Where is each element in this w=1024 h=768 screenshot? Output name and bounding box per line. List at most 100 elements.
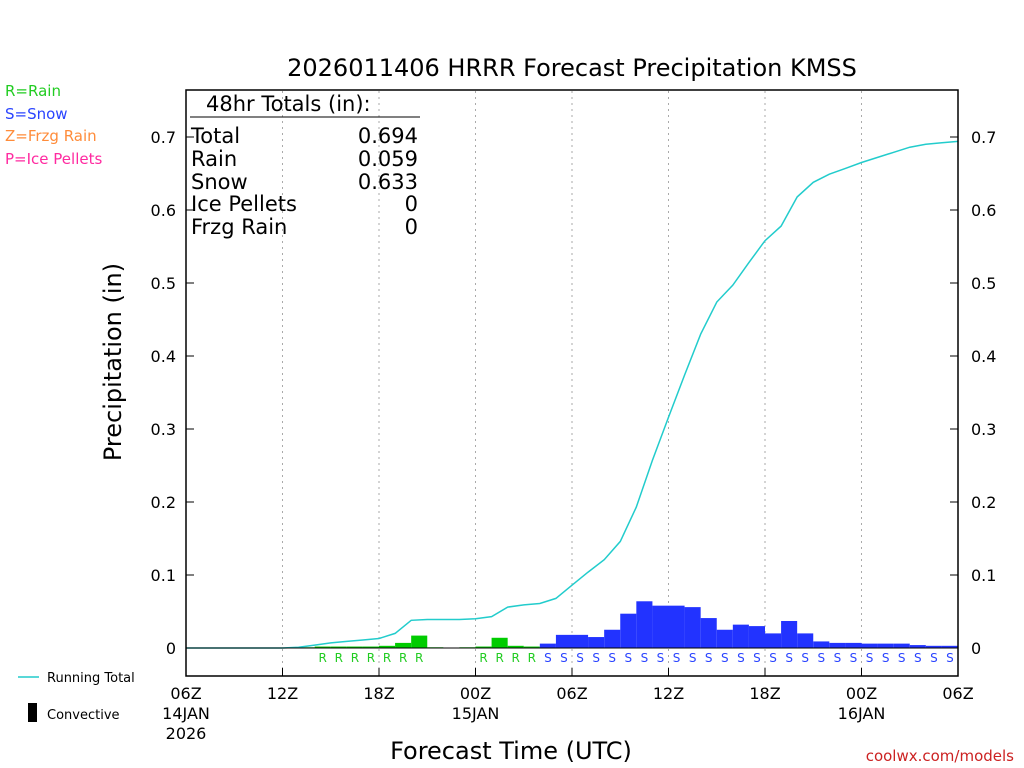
plot-frame [185, 89, 959, 677]
bar [362, 646, 379, 648]
bar [716, 629, 733, 648]
chart-title: 2026011406 HRRR Forecast Precipitation K… [287, 54, 857, 82]
ptype-letter: S [898, 651, 906, 665]
bar [314, 646, 331, 648]
ptype-letter: S [576, 651, 584, 665]
legend-snow: S=Snow [5, 105, 68, 123]
y-tick-label-right: 0.5 [971, 274, 996, 293]
bar [797, 633, 814, 648]
y-tick-label: 0.3 [151, 420, 176, 439]
y-axis: 0 00.1 0.10.2 0.20.3 0.30.4 0.40.5 0.50.6 0.60.… [151, 128, 997, 658]
bar [330, 646, 347, 648]
totals-value-rain: 0.059 [358, 147, 418, 171]
ptype-letter: S [608, 651, 616, 665]
y-tick-label: 0.7 [151, 128, 176, 147]
bar [893, 643, 910, 648]
bar [652, 605, 669, 648]
y-tick-label-right: 0.4 [971, 347, 996, 366]
totals-value-ice-pellets: 0 [405, 192, 418, 216]
totals-header: 48hr Totals (in): [206, 92, 371, 116]
ptype-letter: S [834, 651, 842, 665]
bar [765, 633, 782, 648]
hourly-bars [298, 601, 958, 648]
x-tick-label: 12Z [267, 684, 298, 703]
bar [395, 642, 412, 648]
ptype-letter: S [657, 651, 665, 665]
x-tick-label: 12Z [653, 684, 684, 703]
ptype-letter: S [914, 651, 922, 665]
bar [572, 634, 589, 648]
bar [346, 646, 363, 648]
ptype-letter: S [866, 651, 874, 665]
ptype-letter: R [495, 651, 503, 665]
ptype-letter: R [383, 651, 391, 665]
vertical-gridlines [282, 91, 862, 675]
y-tick-label-right: 0 [971, 639, 981, 658]
ptype-letter: R [479, 651, 487, 665]
ptype-letter: S [753, 651, 761, 665]
y-tick-label: 0 [166, 639, 176, 658]
ptype-letter: R [528, 651, 536, 665]
totals-label-total: Total [190, 124, 240, 148]
ptype-letter: R [415, 651, 423, 665]
bar [941, 645, 958, 648]
x-date-label: 2026 [166, 724, 207, 743]
bar [684, 607, 701, 648]
convective-legend-label: Convective [47, 708, 120, 723]
x-date-label: 14JAN [162, 704, 210, 723]
y-tick-label: 0.6 [151, 201, 176, 220]
ptype-letter: S [850, 651, 858, 665]
bar [781, 620, 798, 648]
totals-value-snow: 0.633 [358, 170, 418, 194]
y-tick-label-right: 0.1 [971, 566, 996, 585]
x-axis-title: Forecast Time (UTC) [390, 737, 632, 765]
bar [491, 637, 508, 648]
ptype-letter: S [721, 651, 729, 665]
y-tick-label: 0.2 [151, 493, 176, 512]
y-tick-label-right: 0.7 [971, 128, 996, 147]
ptype-letter: S [930, 651, 938, 665]
x-tick-label: 18Z [363, 684, 394, 703]
bar [732, 624, 749, 648]
ptype-letter: R [351, 651, 359, 665]
legend-frzg-rain: Z=Frzg Rain [5, 127, 97, 145]
bar [748, 626, 765, 648]
y-tick-label: 0.1 [151, 566, 176, 585]
bar [539, 643, 556, 648]
y-tick-label-right: 0.2 [971, 493, 996, 512]
ptype-letter: S [689, 651, 697, 665]
x-tick-label: 00Z [846, 684, 877, 703]
x-date-label: 16JAN [838, 704, 886, 723]
ptype-legend: R=Rain S=Snow Z=Frzg Rain P=Ice Pellets [5, 82, 102, 168]
ptype-letter: S [817, 651, 825, 665]
bar [668, 605, 685, 648]
watermark: coolwx.com/models [866, 747, 1014, 765]
ptype-letter: S [592, 651, 600, 665]
y-tick-label-right: 0.3 [971, 420, 996, 439]
bar [636, 601, 653, 648]
running-total-legend-label: Running Total [47, 671, 135, 686]
ptype-letter: S [801, 651, 809, 665]
x-tick-label: 00Z [460, 684, 491, 703]
totals-label-rain: Rain [191, 147, 237, 171]
bar [861, 643, 878, 648]
ptype-letter: S [673, 651, 681, 665]
bar [588, 637, 605, 648]
y-tick-label: 0.5 [151, 274, 176, 293]
bar [700, 618, 717, 648]
totals-label-ice-pellets: Ice Pellets [191, 192, 297, 216]
bar [523, 646, 540, 648]
legend-rain: R=Rain [5, 82, 61, 100]
bar [475, 646, 492, 648]
ptype-letter: R [319, 651, 327, 665]
ptype-letter: S [544, 651, 552, 665]
totals-box: 48hr Totals (in): Total 0.694 Rain 0.059… [190, 92, 420, 239]
x-tick-label: 06Z [942, 684, 973, 703]
x-tick-label: 06Z [170, 684, 201, 703]
bar [829, 642, 846, 648]
bar [555, 634, 572, 648]
ptype-letter: S [737, 651, 745, 665]
totals-label-snow: Snow [191, 170, 248, 194]
ptype-letter: S [946, 651, 954, 665]
